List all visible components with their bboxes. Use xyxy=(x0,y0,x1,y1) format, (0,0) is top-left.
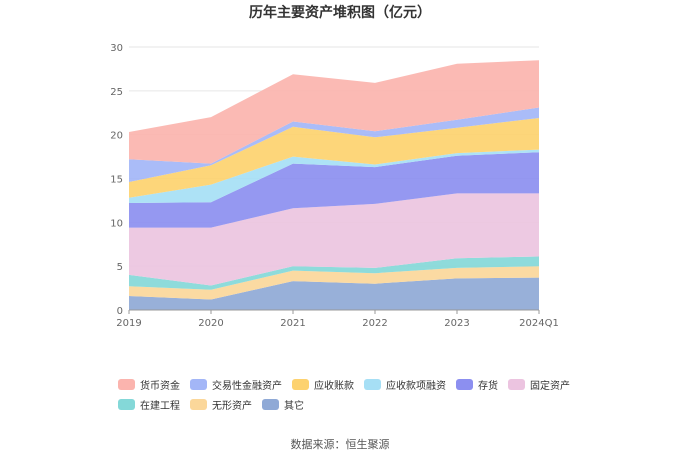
legend-swatch xyxy=(190,399,207,410)
legend-item[interactable]: 无形资产 xyxy=(190,398,252,412)
x-tick-label: 2019 xyxy=(116,318,141,329)
area-无形资产 xyxy=(129,266,539,300)
x-tick-label: 2023 xyxy=(444,318,469,329)
chart-title: 历年主要资产堆积图（亿元） xyxy=(249,5,431,21)
legend-swatch xyxy=(508,379,525,390)
legend-label: 固定资产 xyxy=(530,381,570,392)
area-固定资产 xyxy=(129,193,539,286)
legend-label: 其它 xyxy=(284,401,304,412)
area-其它 xyxy=(129,277,539,310)
y-tick-label: 10 xyxy=(110,218,123,229)
area-应收款项融资 xyxy=(129,149,539,203)
chart-legend: 货币资金 交易性金融资产 应收账款 应收款项融资 存货 固定资产在建工程 无形资产 其它 xyxy=(118,378,588,412)
legend-label: 应收账款 xyxy=(314,381,354,392)
legend-item[interactable]: 其它 xyxy=(262,398,304,412)
legend-swatch xyxy=(118,399,135,410)
legend-item[interactable]: 货币资金 xyxy=(118,378,180,392)
legend-item[interactable]: 存货 xyxy=(456,378,498,392)
legend-label: 应收款项融资 xyxy=(386,381,446,392)
x-tick-label: 2024Q1 xyxy=(519,318,559,329)
legend-item[interactable]: 应收款项融资 xyxy=(364,378,446,392)
legend-item[interactable]: 固定资产 xyxy=(508,378,570,392)
x-tick-label: 2021 xyxy=(280,318,305,329)
legend-label: 在建工程 xyxy=(140,401,180,412)
x-tick-label: 2022 xyxy=(362,318,387,329)
legend-label: 货币资金 xyxy=(140,381,180,392)
area-存货 xyxy=(129,152,539,228)
legend-item[interactable]: 交易性金融资产 xyxy=(190,378,282,392)
legend-label: 交易性金融资产 xyxy=(212,381,282,392)
area-交易性金融资产 xyxy=(129,107,539,182)
legend-label: 无形资产 xyxy=(212,401,252,412)
legend-swatch xyxy=(292,379,309,390)
legend-item[interactable]: 在建工程 xyxy=(118,398,180,412)
legend-swatch xyxy=(262,399,279,410)
y-tick-label: 0 xyxy=(117,306,123,317)
area-货币资金 xyxy=(129,60,539,164)
legend-swatch xyxy=(118,379,135,390)
legend-label: 存货 xyxy=(478,381,498,392)
axes xyxy=(128,309,540,314)
legend-swatch xyxy=(364,379,381,390)
area-在建工程 xyxy=(129,256,539,290)
legend-swatch xyxy=(190,379,207,390)
data-source: 数据来源：恒生聚源 xyxy=(290,438,390,451)
area-series xyxy=(129,60,539,310)
y-tick-label: 20 xyxy=(110,131,123,142)
y-tick-label: 30 xyxy=(110,43,123,54)
legend-item[interactable]: 应收账款 xyxy=(292,378,354,392)
x-tick-label: 2020 xyxy=(198,318,223,329)
area-应收账款 xyxy=(129,118,539,198)
y-tick-label: 15 xyxy=(110,175,123,186)
x-tick-labels: 2019 2020 2021 2022 2023 2024Q1 xyxy=(116,318,559,329)
legend-swatch xyxy=(456,379,473,390)
y-tick-label: 25 xyxy=(110,87,123,98)
y-tick-label: 5 xyxy=(117,262,123,273)
y-tick-labels: 0 5 10 15 20 25 30 xyxy=(110,43,123,317)
